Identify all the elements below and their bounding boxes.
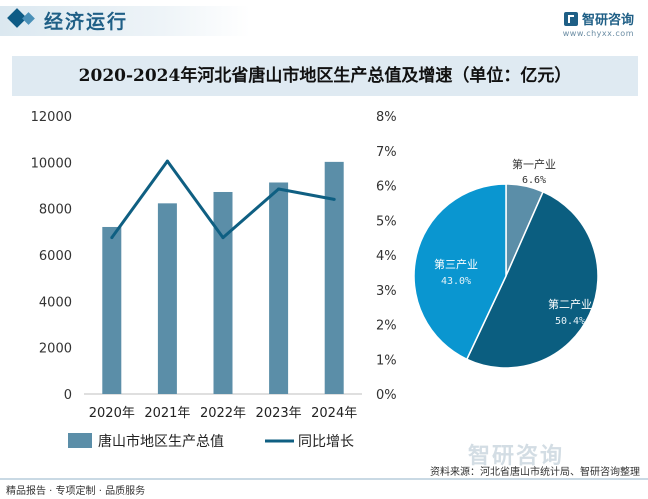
- left-axis-tick-label: 12000: [31, 110, 72, 125]
- legend-swatch-bar: [68, 433, 92, 448]
- right-axis-tick-label: 3%: [376, 284, 397, 299]
- x-axis-tick-label: 2020年: [89, 406, 135, 421]
- brand: 智研咨询 www.chyxx.com: [563, 8, 634, 38]
- x-axis-tick-label: 2022年: [200, 406, 246, 421]
- left-axis-tick-label: 0: [64, 388, 72, 403]
- line-point: [277, 187, 281, 191]
- bar: [324, 161, 344, 394]
- brand-url: www.chyxx.com: [562, 29, 634, 38]
- right-axis-tick-label: 0%: [376, 388, 397, 403]
- right-axis-tick-label: 8%: [376, 110, 397, 125]
- pie-label-value: 6.6%: [522, 175, 546, 186]
- brand-name: 智研咨询: [581, 13, 634, 28]
- line-point: [110, 236, 114, 240]
- x-axis-tick-label: 2021年: [144, 406, 190, 421]
- left-axis-tick-label: 2000: [39, 342, 72, 357]
- x-axis-tick-label: 2023年: [256, 406, 302, 421]
- left-axis-tick-label: 10000: [31, 156, 72, 171]
- x-axis-tick-label: 2024年: [311, 406, 357, 421]
- source-note: 资料来源：河北省唐山市统计局、智研咨询整理: [430, 467, 640, 478]
- line-point: [332, 197, 336, 201]
- legend-label-line: 同比增长: [298, 434, 354, 450]
- line-point: [165, 159, 169, 163]
- pie-label-name: 第三产业: [434, 257, 478, 271]
- left-axis-tick-label: 8000: [39, 203, 72, 218]
- chart-title: 2020-2024年河北省唐山市地区生产总值及增速（单位：亿元）: [78, 66, 572, 86]
- pie-label-name: 第二产业: [548, 297, 592, 311]
- footer-divider: [0, 478, 648, 480]
- legend-label-bar: 唐山市地区生产总值: [98, 433, 224, 450]
- right-axis-tick-label: 1%: [376, 353, 397, 368]
- footer-watermark-logo: 智研咨询: [468, 443, 565, 469]
- section-title: 经济运行: [44, 11, 129, 33]
- bar: [269, 182, 289, 394]
- footer-tagline: 精品报告 · 专项定制 · 品质服务: [6, 486, 146, 497]
- right-axis-tick-label: 4%: [376, 249, 397, 264]
- header: 经济运行 智研咨询 www.chyxx.com: [0, 0, 648, 40]
- chart-title-band: 2020-2024年河北省唐山市地区生产总值及增速（单位：亿元）: [12, 56, 638, 96]
- right-axis-tick-label: 5%: [376, 214, 397, 229]
- zhiyan-logo-icon: [563, 11, 578, 26]
- section-header-bar: [0, 6, 250, 36]
- pie-slice: [465, 190, 599, 369]
- right-axis-tick-label: 2%: [376, 319, 397, 334]
- pie-label-name: 第一产业: [512, 157, 556, 171]
- bar: [157, 203, 177, 394]
- pie-label-value: 43.0%: [441, 276, 471, 287]
- left-axis-tick-label: 4000: [39, 295, 72, 310]
- line-point: [221, 236, 225, 240]
- bar: [213, 191, 233, 394]
- pie-slice: [413, 183, 507, 361]
- bar: [102, 226, 122, 394]
- pie-label-value: 50.4%: [555, 316, 585, 327]
- left-axis-tick-label: 6000: [39, 249, 72, 264]
- right-axis-tick-label: 6%: [376, 180, 397, 195]
- right-axis-tick-label: 7%: [376, 145, 397, 160]
